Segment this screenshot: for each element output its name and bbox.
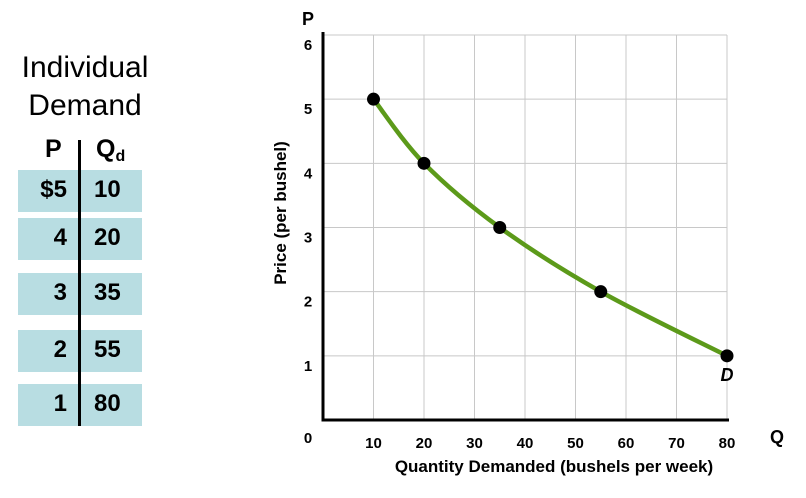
data-point: [594, 285, 608, 299]
table-cell-price: 2: [53, 336, 67, 363]
x-tick-label: 30: [466, 435, 483, 452]
y-tick-label: 2: [304, 294, 312, 311]
data-point: [493, 221, 507, 234]
table-cell-price: $5: [40, 176, 67, 203]
table-cell-quantity: 35: [94, 279, 121, 306]
data-point: [417, 156, 431, 170]
x-tick-label: 10: [365, 435, 382, 452]
y-tick-label: 6: [304, 37, 312, 54]
x-tick-label: 20: [416, 435, 433, 452]
table-column-divider: [78, 140, 81, 426]
data-point: [720, 349, 734, 363]
table-title-line2: Demand: [28, 89, 142, 122]
y-tick-label: 3: [304, 230, 312, 247]
curve-label-d: D: [721, 365, 734, 385]
x-axis-title: Quantity Demanded (bushels per week): [395, 457, 713, 476]
table-title-line1: Individual: [21, 51, 149, 84]
origin-label: 0: [304, 430, 312, 447]
table-cell-price: 4: [53, 224, 67, 251]
data-point: [367, 92, 380, 106]
x-tick-label: 50: [567, 435, 584, 452]
table-cell-quantity: 80: [94, 390, 121, 417]
column-header-quantity: Qd: [96, 135, 125, 166]
column-header-quantity-letter: Q: [96, 135, 116, 163]
x-tick-label: 80: [719, 435, 736, 452]
y-axis-letter: P: [302, 9, 314, 29]
y-axis-title: Price (per bushel): [271, 141, 290, 285]
table-cell-price: 3: [53, 279, 67, 306]
y-tick-label: 5: [304, 101, 312, 118]
y-tick-label: 1: [304, 358, 312, 375]
x-tick-label: 70: [668, 435, 685, 452]
table-cell-quantity: 55: [94, 336, 121, 363]
table-cell-price: 1: [53, 390, 67, 417]
table-cell-quantity: 10: [94, 176, 121, 203]
x-tick-label: 60: [618, 435, 635, 452]
x-axis-letter: Q: [770, 427, 784, 447]
x-tick-label: 40: [517, 435, 534, 452]
table-cell-quantity: 20: [94, 224, 121, 251]
column-header-price: P: [45, 135, 62, 163]
column-header-quantity-subscript: d: [115, 148, 126, 165]
y-tick-label: 4: [304, 165, 313, 182]
